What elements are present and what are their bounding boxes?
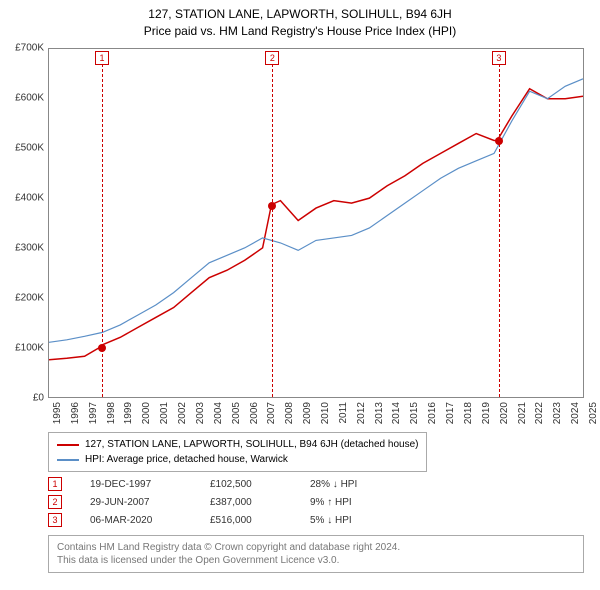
x-axis-tick: 2005 — [231, 402, 242, 424]
footer-attribution: Contains HM Land Registry data © Crown c… — [48, 535, 584, 573]
x-axis-tick: 1998 — [106, 402, 117, 424]
y-axis-tick: £600K — [0, 93, 44, 104]
series-property-line — [49, 89, 583, 360]
x-axis-tick: 2018 — [463, 402, 474, 424]
event-marker-box: 3 — [492, 51, 506, 65]
x-axis-tick: 2017 — [445, 402, 456, 424]
event-price: £387,000 — [210, 497, 310, 508]
x-axis-tick: 2000 — [141, 402, 152, 424]
event-row: 1 19-DEC-1997£102,50028% ↓ HPI — [48, 475, 410, 493]
footer-line-2: This data is licensed under the Open Gov… — [57, 554, 575, 567]
legend-swatch-property — [57, 444, 79, 446]
event-date: 19-DEC-1997 — [90, 479, 210, 490]
x-axis-tick: 2012 — [356, 402, 367, 424]
event-marker-box: 2 — [265, 51, 279, 65]
x-axis-tick: 2008 — [284, 402, 295, 424]
x-axis-tick: 2011 — [338, 402, 349, 424]
event-marker-dot — [495, 137, 503, 145]
event-price: £516,000 — [210, 515, 310, 526]
x-axis-tick: 1999 — [123, 402, 134, 424]
event-delta: 28% ↓ HPI — [310, 479, 410, 490]
x-axis-tick: 2023 — [552, 402, 563, 424]
chart-title: 127, STATION LANE, LAPWORTH, SOLIHULL, B… — [0, 6, 600, 23]
event-price: £102,500 — [210, 479, 310, 490]
x-axis-tick: 1997 — [88, 402, 99, 424]
x-axis-tick: 2007 — [266, 402, 277, 424]
y-axis-tick: £300K — [0, 243, 44, 254]
y-axis-tick: £400K — [0, 193, 44, 204]
event-marker-box: 1 — [95, 51, 109, 65]
x-axis-tick: 2015 — [409, 402, 420, 424]
legend-swatch-hpi — [57, 459, 79, 461]
legend-label-property: 127, STATION LANE, LAPWORTH, SOLIHULL, B… — [85, 437, 418, 452]
legend-box: 127, STATION LANE, LAPWORTH, SOLIHULL, B… — [48, 432, 427, 472]
event-marker-line — [272, 64, 273, 397]
events-table: 1 19-DEC-1997£102,50028% ↓ HPI 2 29-JUN-200… — [48, 475, 410, 529]
series-hpi-line — [49, 79, 583, 342]
event-number-box: 2 — [48, 495, 62, 509]
event-delta: 5% ↓ HPI — [310, 515, 410, 526]
x-axis-tick: 2020 — [499, 402, 510, 424]
x-axis-tick: 2025 — [588, 402, 599, 424]
x-axis-tick: 2019 — [481, 402, 492, 424]
x-axis-tick: 2003 — [195, 402, 206, 424]
x-axis-tick: 2001 — [159, 402, 170, 424]
y-axis-tick: £200K — [0, 293, 44, 304]
y-axis-tick: £0 — [0, 393, 44, 404]
chart-plot-area: 1 2 3 — [48, 48, 584, 398]
x-axis-tick: 2024 — [570, 402, 581, 424]
legend-label-hpi: HPI: Average price, detached house, Warw… — [85, 452, 288, 467]
event-marker-dot — [98, 344, 106, 352]
y-axis-tick: £500K — [0, 143, 44, 154]
x-axis-tick: 2016 — [427, 402, 438, 424]
event-marker-dot — [268, 202, 276, 210]
x-axis-tick: 2002 — [177, 402, 188, 424]
y-axis-tick: £100K — [0, 343, 44, 354]
event-number-box: 1 — [48, 477, 62, 491]
event-row: 2 29-JUN-2007£387,0009% ↑ HPI — [48, 493, 410, 511]
x-axis-tick: 2013 — [374, 402, 385, 424]
x-axis-tick: 2014 — [391, 402, 402, 424]
x-axis-tick: 1996 — [70, 402, 81, 424]
x-axis-tick: 2010 — [320, 402, 331, 424]
x-axis-tick: 2006 — [249, 402, 260, 424]
event-marker-line — [499, 64, 500, 397]
x-axis-tick: 1995 — [52, 402, 63, 424]
x-axis-tick: 2022 — [534, 402, 545, 424]
x-axis-tick: 2004 — [213, 402, 224, 424]
footer-line-1: Contains HM Land Registry data © Crown c… — [57, 541, 575, 554]
event-date: 06-MAR-2020 — [90, 515, 210, 526]
chart-subtitle: Price paid vs. HM Land Registry's House … — [0, 23, 600, 40]
event-delta: 9% ↑ HPI — [310, 497, 410, 508]
x-axis-tick: 2009 — [302, 402, 313, 424]
event-number-box: 3 — [48, 513, 62, 527]
y-axis-tick: £700K — [0, 43, 44, 54]
event-date: 29-JUN-2007 — [90, 497, 210, 508]
x-axis-tick: 2021 — [517, 402, 528, 424]
event-row: 3 06-MAR-2020£516,0005% ↓ HPI — [48, 511, 410, 529]
